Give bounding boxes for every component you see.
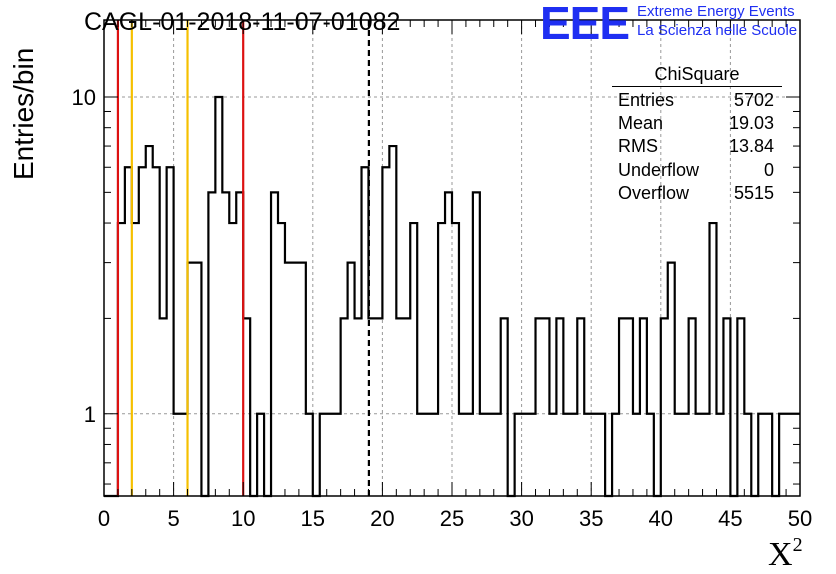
histogram-bin bbox=[327, 414, 334, 496]
histogram-bin bbox=[431, 414, 438, 496]
stats-value: 13.84 bbox=[728, 136, 774, 157]
stats-row-underflow: Underflow 0 bbox=[612, 159, 782, 182]
chart-title: CAGL-01-2018-11-07-01082 bbox=[84, 8, 401, 36]
y-axis-label: Entries/bin bbox=[8, 47, 39, 180]
histogram-bin bbox=[334, 414, 341, 496]
x-tick-label: 40 bbox=[649, 506, 673, 531]
stats-row-overflow: Overflow 5515 bbox=[612, 182, 782, 205]
histogram-bin bbox=[696, 414, 703, 496]
stats-row-mean: Mean 19.03 bbox=[612, 112, 782, 135]
histogram-bin bbox=[716, 414, 723, 496]
histogram-bin bbox=[563, 414, 570, 496]
logo-tagline-line1: Extreme Energy Events bbox=[637, 3, 795, 20]
histogram-bin bbox=[522, 414, 529, 496]
stats-box: ChiSquare Entries 5702 Mean 19.03 RMS 13.84… bbox=[612, 64, 782, 205]
histogram-bin bbox=[591, 414, 598, 496]
histogram-bin bbox=[222, 192, 229, 496]
histogram-bin bbox=[549, 414, 556, 496]
histogram-bin bbox=[480, 414, 487, 496]
x-tick-label: 0 bbox=[98, 506, 110, 531]
x-axis-label-superscript: 2 bbox=[792, 534, 803, 556]
stats-value: 5515 bbox=[733, 182, 774, 203]
histogram-outline bbox=[104, 95, 800, 498]
histogram-bin bbox=[529, 414, 536, 496]
x-axis-label: X2 bbox=[768, 534, 803, 574]
x-tick-label: 35 bbox=[579, 506, 603, 531]
histogram-bin bbox=[703, 414, 710, 496]
histogram-bin bbox=[633, 414, 640, 496]
histogram-bin bbox=[355, 318, 362, 496]
logo-text: EEE bbox=[540, 0, 630, 49]
histogram-bin bbox=[375, 318, 382, 496]
histogram-bin bbox=[675, 414, 682, 496]
x-tick-label: 15 bbox=[301, 506, 325, 531]
stats-value: 19.03 bbox=[728, 113, 774, 134]
stats-label: Entries bbox=[618, 90, 675, 110]
stats-label: RMS bbox=[618, 136, 658, 157]
histogram-bin bbox=[285, 263, 292, 496]
stats-label: Mean bbox=[618, 113, 664, 134]
x-tick-label: 20 bbox=[370, 506, 394, 531]
x-axis-label-base: X bbox=[768, 536, 793, 573]
x-tick-label: 50 bbox=[788, 506, 812, 531]
histogram-bin bbox=[160, 318, 167, 496]
stats-title: ChiSquare bbox=[612, 64, 782, 87]
histogram-bin bbox=[396, 318, 403, 496]
histogram-bin bbox=[584, 414, 591, 496]
histogram-bin bbox=[417, 414, 424, 496]
logo-tagline: Extreme Energy Events La Scienza nelle S… bbox=[637, 2, 797, 40]
eee-logo: EEE Extreme Energy Events La Scienza nel… bbox=[540, 0, 797, 46]
stats-row-entries: Entries 5702 bbox=[612, 89, 782, 112]
histogram-bin bbox=[494, 414, 501, 496]
stats-row-rms: RMS 13.84 bbox=[612, 135, 782, 158]
stats-value: 0 bbox=[763, 159, 774, 180]
x-tick-label: 5 bbox=[167, 506, 179, 531]
stats-label: Underflow bbox=[618, 159, 700, 180]
histogram-bin bbox=[487, 414, 494, 496]
histogram-bin bbox=[146, 146, 153, 496]
stats-label: Overflow bbox=[618, 182, 690, 203]
histogram-bin bbox=[786, 414, 793, 496]
histogram-bin bbox=[229, 223, 236, 496]
histogram-bin bbox=[445, 192, 452, 496]
x-tick-label: 30 bbox=[509, 506, 533, 531]
stats-value: 5702 bbox=[733, 90, 774, 110]
histogram-bin bbox=[570, 414, 577, 496]
x-tick-label: 10 bbox=[231, 506, 255, 531]
histogram-bin bbox=[424, 414, 431, 496]
histogram-bin bbox=[292, 263, 299, 496]
histogram-bin bbox=[682, 414, 689, 496]
histogram-bin bbox=[459, 414, 466, 496]
x-tick-label: 25 bbox=[440, 506, 464, 531]
y-tick-label: 10 bbox=[72, 85, 96, 110]
histogram-bin bbox=[466, 414, 473, 496]
y-tick-label: 1 bbox=[84, 402, 96, 427]
logo-tagline-line2: La Scienza nelle Scuole bbox=[637, 22, 798, 39]
x-tick-label: 45 bbox=[718, 506, 742, 531]
histogram-bin bbox=[174, 414, 181, 496]
histogram-bin bbox=[278, 223, 285, 496]
histogram-bin bbox=[403, 318, 410, 496]
